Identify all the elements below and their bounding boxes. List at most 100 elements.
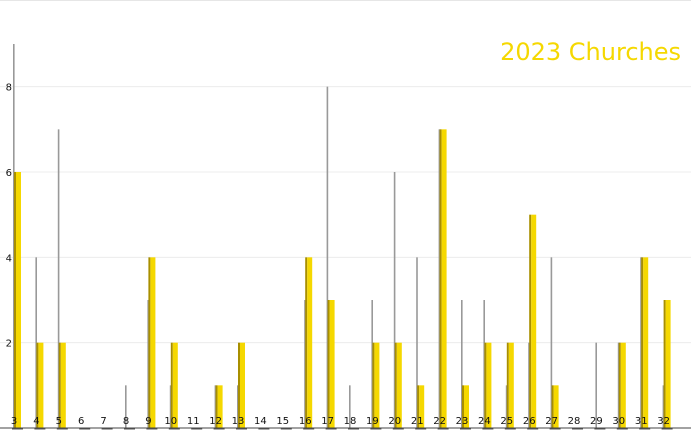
bar-grey-30 [617, 342, 620, 428]
x-tick-label: 21 [411, 416, 424, 427]
bar-yellow-21 [419, 385, 425, 428]
bar-yellow-3 [16, 172, 21, 428]
bar-grey-22 [438, 129, 441, 429]
bar-grey-24 [483, 300, 485, 428]
x-tick-label: 26 [523, 416, 536, 427]
bar-grey-29 [595, 342, 597, 428]
bar-grey-27 [550, 257, 553, 428]
bar-grey-10 [169, 385, 172, 428]
bar-yellow-side-19 [372, 342, 375, 428]
bar-yellow-27 [553, 385, 559, 428]
bar-yellow-side-3 [14, 172, 16, 428]
bar-yellow-22 [441, 129, 447, 429]
x-tick-label: 19 [366, 416, 379, 427]
bar-yellow-side-4 [36, 342, 39, 428]
bar-yellow-side-16 [305, 257, 308, 428]
bar-grey-4 [35, 257, 37, 428]
bar-yellow-side-21 [417, 385, 420, 428]
bar-yellow-23 [464, 385, 469, 428]
x-tick-label: 17 [321, 416, 334, 427]
bar-yellow-32 [665, 300, 671, 428]
x-tick-label: 15 [276, 416, 289, 427]
bar-grey-16 [304, 300, 306, 428]
x-tick-label: 4 [33, 416, 39, 427]
bar-grey-26 [528, 342, 530, 428]
bar-yellow-19 [374, 342, 380, 428]
bar-yellow-24 [486, 342, 492, 428]
bar-yellow-side-20 [394, 342, 397, 428]
bar-grey-25 [505, 385, 508, 428]
bar-grey-19 [371, 300, 373, 428]
bar-grey-17 [326, 86, 329, 429]
bar-yellow-side-23 [462, 385, 464, 428]
bar-grey-3 [13, 44, 15, 428]
bar-yellow-side-22 [439, 129, 442, 429]
bar-yellow-13 [240, 342, 245, 428]
bar-yellow-side-31 [641, 257, 644, 428]
bar-grey-12 [214, 385, 217, 428]
x-tick-label: 24 [478, 416, 491, 427]
x-tick-label: 8 [123, 416, 129, 427]
bar-yellow-20 [396, 342, 402, 428]
bar-yellow-side-12 [215, 385, 218, 428]
x-tick-label: 7 [100, 416, 106, 427]
bar-grey-9 [147, 300, 149, 428]
bar-yellow-side-30 [618, 342, 621, 428]
bar-grey-21 [416, 257, 418, 428]
bar-yellow-side-10 [170, 342, 173, 428]
x-tick-label: 14 [254, 416, 267, 427]
bar-yellow-5 [60, 342, 66, 428]
bar-yellow-side-27 [551, 385, 554, 428]
bar-yellow-side-24 [484, 342, 487, 428]
bar-yellow-side-9 [148, 257, 151, 428]
x-tick-label: 11 [187, 416, 200, 427]
bar-grey-13 [237, 385, 239, 428]
bar-yellow-16 [307, 257, 313, 428]
bar-yellow-25 [508, 342, 514, 428]
bar-yellow-side-17 [327, 300, 330, 428]
x-tick-label: 12 [209, 416, 222, 427]
bar-grey-31 [640, 257, 642, 428]
y-tick-label: 8 [6, 83, 12, 94]
x-tick-label: 32 [657, 416, 670, 427]
x-tick-label: 16 [299, 416, 312, 427]
x-tick-label: 23 [456, 416, 469, 427]
x-tick-label: 28 [568, 416, 581, 427]
y-axis-ticks: 2 4 6 8 [6, 83, 12, 350]
x-tick-label: 9 [145, 416, 151, 427]
x-tick-label: 13 [232, 416, 245, 427]
bar-yellow-12 [217, 385, 223, 428]
x-tick-label: 18 [344, 416, 357, 427]
x-tick-label: 30 [612, 416, 625, 427]
gridlines [0, 0, 691, 344]
bar-yellow-31 [643, 257, 649, 428]
bar-grey-32 [662, 385, 665, 428]
y-tick-label: 4 [6, 253, 12, 264]
x-tick-label: 6 [78, 416, 84, 427]
x-tick-label: 22 [433, 416, 446, 427]
x-tick-label: 10 [164, 416, 177, 427]
bar-grey-20 [393, 172, 396, 428]
x-tick-label: 3 [11, 416, 17, 427]
x-tick-label: 20 [388, 416, 401, 427]
bar-yellow-17 [329, 300, 335, 428]
bar-grey-18 [349, 385, 351, 428]
bar-yellow-30 [620, 342, 626, 428]
bar-yellow-10 [172, 342, 178, 428]
bar-yellow-26 [531, 214, 537, 428]
bars [13, 44, 671, 429]
y-tick-label: 6 [6, 168, 12, 179]
x-tick-label: 5 [56, 416, 62, 427]
x-tick-label: 31 [635, 416, 648, 427]
bar-yellow-side-26 [529, 214, 532, 428]
bar-grey-23 [461, 300, 463, 428]
bar-yellow-side-25 [506, 342, 509, 428]
bar-yellow-9 [150, 257, 156, 428]
x-tick-label: 25 [500, 416, 513, 427]
y-tick-label: 2 [6, 339, 12, 350]
bar-yellow-side-13 [238, 342, 240, 428]
x-tick-label: 29 [590, 416, 603, 427]
bar-yellow-4 [38, 342, 44, 428]
x-axis-ticks: 3 4 5 6 7 8 9 10 11 12 13 14 15 16 17 18 19 20 21 22 23 24 25 2… [11, 416, 673, 430]
